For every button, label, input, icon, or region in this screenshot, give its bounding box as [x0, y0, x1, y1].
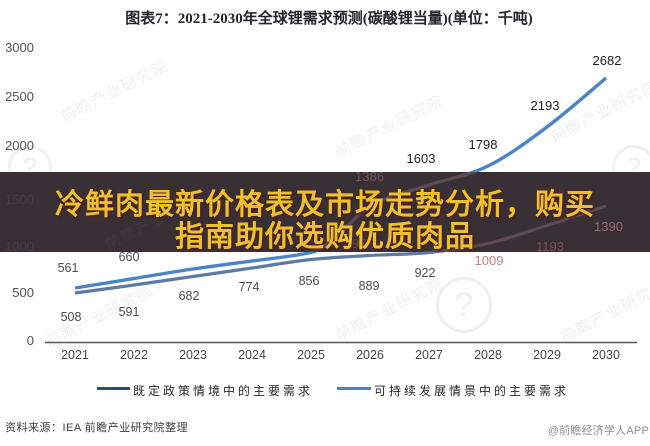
svg-text:975: 975	[352, 236, 374, 251]
svg-text:1386: 1386	[355, 172, 384, 184]
svg-text:1390: 1390	[594, 219, 623, 234]
svg-text:1500: 1500	[5, 192, 34, 207]
svg-text:1193: 1193	[536, 239, 564, 252]
svg-text:1000: 1000	[5, 239, 34, 252]
